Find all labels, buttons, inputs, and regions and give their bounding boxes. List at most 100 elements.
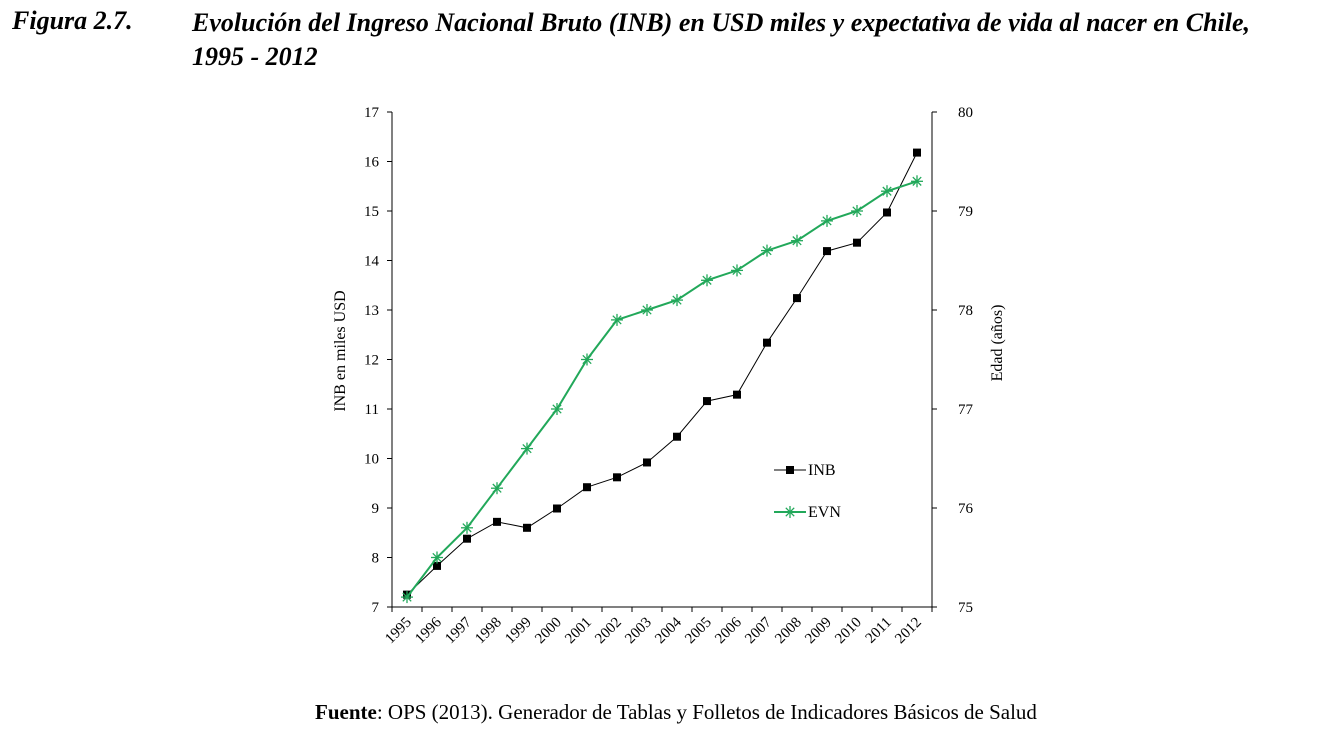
data-point-inb <box>583 483 591 492</box>
data-point-evn <box>851 205 863 217</box>
x-tick-label: 2012 <box>892 615 925 648</box>
data-point-inb <box>823 247 831 256</box>
legend-label-evn: EVN <box>808 504 841 521</box>
data-point-evn <box>791 234 803 247</box>
legend-label-inb: INB <box>808 462 836 479</box>
data-point-evn <box>491 482 503 495</box>
data-point-evn <box>581 353 593 366</box>
data-point-inb <box>913 148 921 157</box>
marker-stroke <box>402 592 412 602</box>
data-point-inb <box>463 534 471 543</box>
chart-series <box>401 148 923 604</box>
chart-legend: INB EVN <box>774 462 841 521</box>
y-axis-right-label: Edad (años) <box>989 305 1006 382</box>
y-left-tick-label: 7 <box>372 600 380 616</box>
data-point-evn <box>821 214 833 227</box>
chart: 7891011121314151617757677787980199519961… <box>332 105 1006 647</box>
y-left-tick-label: 13 <box>364 303 379 319</box>
marker-stroke <box>882 186 892 196</box>
data-point-inb <box>703 397 711 406</box>
x-tick-label: 2007 <box>742 614 775 647</box>
y-right-tick-label: 80 <box>958 105 973 121</box>
x-tick-label: 1997 <box>442 614 475 647</box>
data-point-inb <box>433 561 441 570</box>
source-label: Fuente <box>315 700 377 724</box>
y-right-tick-label: 76 <box>958 501 974 517</box>
data-point-evn <box>761 244 773 257</box>
legend-marker-evn <box>784 506 796 518</box>
y-right-tick-label: 77 <box>958 402 974 418</box>
y-axis-left-label: INB en miles USD <box>332 290 349 411</box>
data-point-inb <box>553 504 561 513</box>
x-tick-label: 1998 <box>472 615 505 648</box>
x-tick-label: 2001 <box>562 615 595 648</box>
data-point-evn <box>701 274 713 287</box>
data-point-evn <box>671 294 683 307</box>
series-evn <box>401 175 923 604</box>
x-tick-label: 2000 <box>532 615 565 648</box>
x-tick-label: 2008 <box>772 615 805 648</box>
data-point-evn <box>611 313 623 326</box>
y-left-tick-label: 16 <box>364 155 380 171</box>
data-point-evn <box>521 442 533 455</box>
marker-stroke <box>462 523 472 533</box>
data-point-inb <box>763 338 771 347</box>
marker-stroke <box>492 483 502 493</box>
y-left-tick-label: 9 <box>372 501 380 517</box>
marker-stroke <box>912 176 922 186</box>
data-point-inb <box>793 294 801 303</box>
x-tick-label: 1996 <box>412 614 445 647</box>
x-tick-label: 1995 <box>382 615 415 648</box>
y-left-tick-label: 11 <box>365 402 379 418</box>
data-point-evn <box>731 264 743 277</box>
figure-number: Figura 2.7. <box>12 6 133 35</box>
series-line-inb <box>406 152 918 595</box>
y-left-tick-label: 10 <box>364 452 379 468</box>
chart-axes: 7891011121314151617757677787980199519961… <box>364 105 974 647</box>
y-left-tick-label: 8 <box>372 551 380 567</box>
data-point-inb <box>853 238 861 247</box>
marker-stroke <box>732 265 742 276</box>
data-point-inb <box>733 390 741 399</box>
data-point-evn <box>401 591 413 604</box>
marker-stroke <box>432 552 442 563</box>
marker-stroke <box>642 305 652 315</box>
data-point-inb <box>493 517 501 526</box>
figure-title: Evolución del Ingreso Nacional Bruto (IN… <box>192 8 1251 71</box>
data-point-evn <box>431 551 443 564</box>
data-point-inb <box>883 208 891 217</box>
y-right-tick-label: 75 <box>958 600 973 616</box>
x-tick-label: 2005 <box>682 615 715 648</box>
marker-stroke <box>522 443 532 454</box>
y-left-tick-label: 15 <box>364 204 379 220</box>
data-point-inb <box>643 458 651 467</box>
data-point-evn <box>461 521 473 534</box>
marker-stroke <box>672 295 682 305</box>
marker-stroke <box>552 404 562 414</box>
y-right-tick-label: 78 <box>958 303 973 319</box>
x-tick-label: 2004 <box>652 614 685 647</box>
y-left-tick-label: 14 <box>364 254 380 270</box>
marker-stroke <box>612 315 622 325</box>
data-point-evn <box>881 185 893 198</box>
data-point-inb <box>523 523 531 532</box>
y-left-tick-label: 12 <box>364 353 379 369</box>
marker-stroke <box>762 245 772 256</box>
series-line-evn <box>406 180 918 598</box>
x-tick-label: 2011 <box>863 615 895 647</box>
data-point-evn <box>551 403 563 415</box>
x-tick-label: 2010 <box>832 615 865 648</box>
data-point-inb <box>613 473 621 482</box>
data-point-inb <box>673 432 681 441</box>
data-point-evn <box>641 304 653 316</box>
marker-stroke <box>792 236 802 246</box>
marker-stroke <box>822 216 832 226</box>
x-tick-label: 1999 <box>502 615 535 648</box>
x-tick-label: 2006 <box>712 614 745 647</box>
source-text: : OPS (2013). Generador de Tablas y Foll… <box>376 700 1037 724</box>
legend-marker-inb <box>786 466 794 474</box>
x-tick-label: 2002 <box>592 615 625 648</box>
y-right-tick-label: 79 <box>958 204 973 220</box>
x-tick-label: 2009 <box>802 615 835 648</box>
marker-stroke <box>785 507 795 517</box>
